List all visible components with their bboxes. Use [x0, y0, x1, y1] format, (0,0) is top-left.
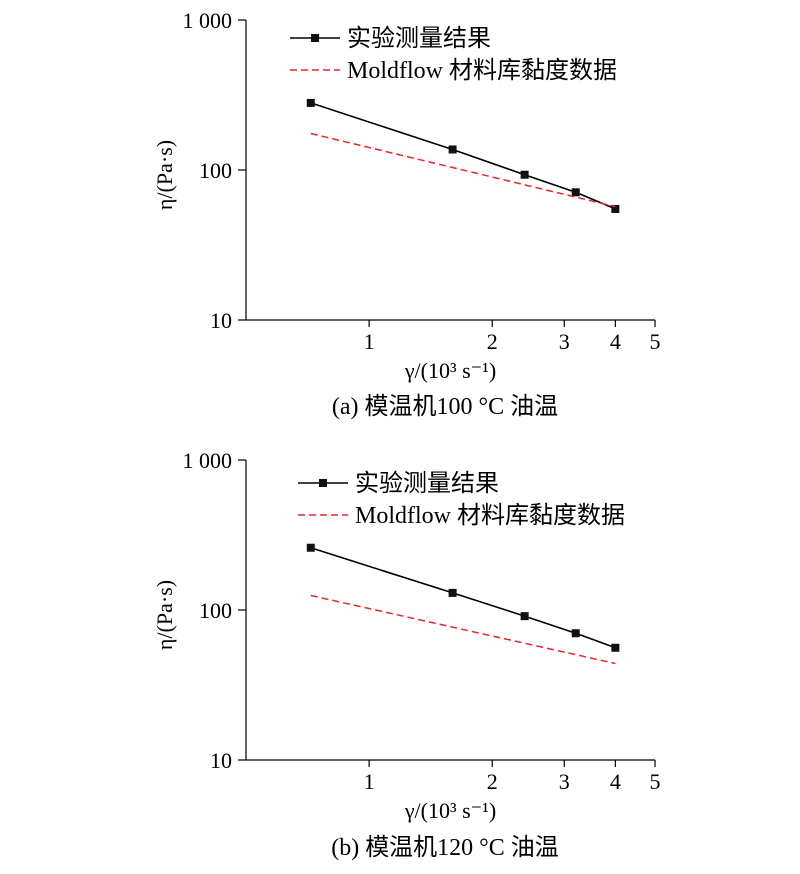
- data-point: [520, 612, 529, 621]
- x-tick-label: 2: [487, 329, 498, 354]
- y-axis-label: η/(Pa·s): [152, 140, 177, 210]
- data-point: [448, 588, 457, 597]
- data-point: [611, 643, 620, 652]
- legend: 实验测量结果 Moldflow 材料库黏度数据: [290, 25, 617, 84]
- legend: 实验测量结果 Moldflow 材料库黏度数据: [298, 470, 625, 529]
- legend-label-measured: 实验测量结果: [355, 470, 499, 497]
- panel-caption: (a) 模温机100 °C 油温: [332, 393, 558, 420]
- measured-series-line: [310, 547, 616, 649]
- legend-label-moldflow: Moldflow 材料库黏度数据: [347, 57, 617, 84]
- moldflow-series-line: [310, 594, 616, 665]
- x-tick-label: 3: [559, 329, 570, 354]
- legend-label-measured: 实验测量结果: [347, 25, 491, 52]
- y-tick-label: 100: [199, 598, 232, 623]
- chart-panel-a: 10 100 1 000 1 2 3 4 5 η/(Pa·s) γ/(10³ s⁻¹) 实验测量结果…: [152, 8, 661, 420]
- x-axis-label: γ/(10³ s⁻¹): [404, 358, 496, 383]
- chart-panel-b: 10 100 1 000 1 2 3 4 5 η/(Pa·s) γ/(10³ s⁻¹) 实验测量结果…: [152, 448, 661, 861]
- x-tick-label: 4: [610, 329, 621, 354]
- x-tick-label: 5: [650, 769, 661, 794]
- y-tick-label: 10: [210, 748, 232, 773]
- legend-label-moldflow: Moldflow 材料库黏度数据: [355, 502, 625, 529]
- x-axis-label: γ/(10³ s⁻¹): [404, 798, 496, 823]
- data-point: [520, 170, 529, 179]
- x-tick-label: 5: [650, 329, 661, 354]
- x-tick-label: 1: [364, 329, 375, 354]
- x-tick-label: 3: [559, 769, 570, 794]
- data-point: [448, 145, 457, 154]
- measured-series-line: [310, 102, 616, 210]
- data-point: [306, 543, 315, 552]
- y-tick-label: 1 000: [183, 448, 233, 473]
- y-tick-label: 1 000: [183, 8, 233, 33]
- legend-marker-measured: [319, 479, 327, 487]
- y-axis-label: η/(Pa·s): [152, 580, 177, 650]
- x-tick-label: 1: [364, 769, 375, 794]
- x-tick-label: 4: [610, 769, 621, 794]
- data-point: [571, 188, 580, 197]
- legend-marker-measured: [311, 34, 319, 42]
- x-tick-label: 2: [487, 769, 498, 794]
- y-tick-label: 100: [199, 158, 232, 183]
- data-point: [611, 204, 620, 213]
- data-point: [571, 629, 580, 638]
- panel-caption: (b) 模温机120 °C 油温: [331, 834, 559, 861]
- moldflow-series-line: [310, 132, 616, 208]
- y-tick-label: 10: [210, 308, 232, 333]
- data-point: [306, 98, 315, 107]
